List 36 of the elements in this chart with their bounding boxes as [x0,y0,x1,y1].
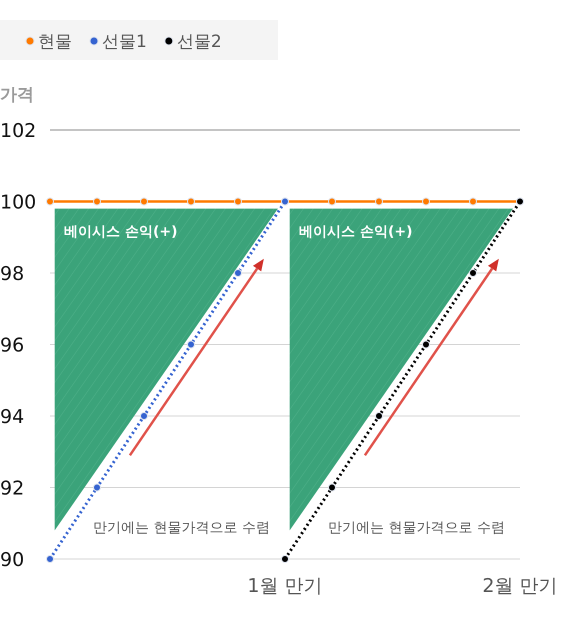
point [422,198,430,206]
annotation: 만기에는 현물가격으로 수렴 [93,520,270,536]
legend-label: 선물1 [102,32,147,52]
point [187,198,195,206]
point [93,198,101,206]
point [422,340,430,348]
point [140,412,148,420]
point [375,412,383,420]
y-tick-label: 102 [0,120,36,142]
point [328,198,336,206]
point [469,269,477,277]
point [46,198,54,206]
y-tick-label: 90 [0,549,24,571]
point [281,555,289,563]
point [328,484,336,492]
x-tick-label: 1월 만기 [247,575,323,597]
point [93,484,101,492]
legend-label: 현물 [38,32,72,52]
y-tick-label: 96 [0,334,24,356]
point [469,198,477,206]
y-tick-label: 94 [0,406,24,428]
y-tick-label: 100 [0,192,36,214]
y-tick-label: 98 [0,263,24,285]
point [234,198,242,206]
point [140,198,148,206]
annotation: 베이시스 손익(+) [64,224,178,240]
point [46,555,54,563]
legend-label: 선물2 [176,32,222,52]
annotation: 베이시스 손익(+) [299,224,413,240]
y-axis-title: 가격 [0,85,34,105]
y-tick-label: 92 [0,478,24,500]
annotation: 만기에는 현물가격으로 수렴 [328,520,506,536]
x-tick-label: 2월 만기 [482,575,558,597]
point [234,269,242,277]
point [187,340,195,348]
point [375,198,383,206]
